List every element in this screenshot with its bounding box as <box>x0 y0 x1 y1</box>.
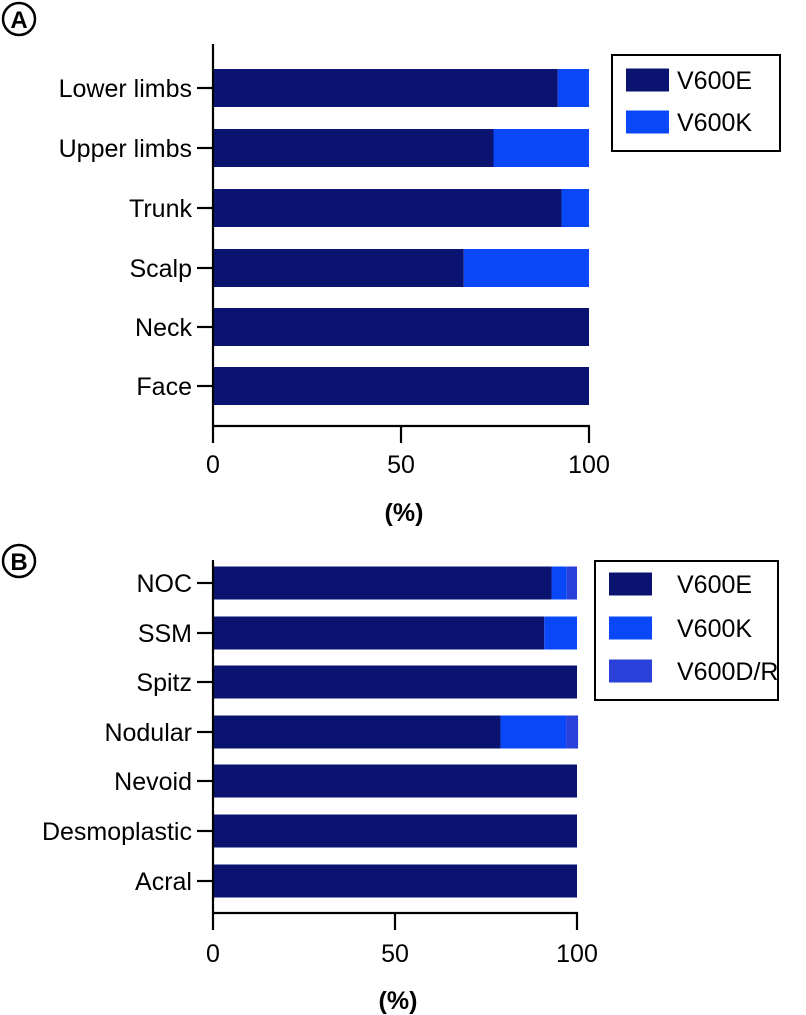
panel-a-bars <box>213 69 589 405</box>
bar-noc-v600k <box>551 566 567 600</box>
y-tick-label-neck: Neck <box>135 314 192 342</box>
panel-a-legend: V600E V600K <box>611 54 781 152</box>
panel-b-badge <box>1 543 37 579</box>
panel-a: A Lower limbs Upper limbs Trunk Scalp Neck Fa… <box>1 1 781 527</box>
y-tick-label-ssm: SSM <box>138 620 192 648</box>
y-tick-label-upper-limbs: Upper limbs <box>59 135 192 163</box>
bar-trunk-v600e <box>213 189 562 227</box>
legend-label-v600k: V600K <box>677 615 752 643</box>
panel-b-bars <box>213 566 579 898</box>
y-tick-label-trunk: Trunk <box>129 195 192 223</box>
panel-b-label: B <box>1 543 37 579</box>
panel-a-label: A <box>1 1 37 37</box>
panel-b-x-axis-title: (%) <box>379 987 418 1015</box>
bar-nodular-v600d-r <box>566 715 579 749</box>
bar-desmoplastic-v600e <box>213 814 577 848</box>
panel-a-badge <box>1 1 37 37</box>
y-tick-label-nevoid: Nevoid <box>114 768 192 796</box>
legend-swatch-v600e <box>609 572 652 596</box>
x-tick-label-50: 50 <box>387 451 415 479</box>
x-tick-label-0: 0 <box>206 940 220 968</box>
bar-spitz-v600e <box>213 665 577 699</box>
legend-label-v600e: V600E <box>677 571 752 599</box>
x-tick-label-100: 100 <box>568 451 610 479</box>
bar-noc-v600d-r <box>566 566 577 600</box>
bar-scalp-v600e <box>213 249 464 287</box>
bar-ssm-v600k <box>544 616 577 650</box>
legend-label-v600d-r: V600D/R <box>677 658 778 686</box>
bar-noc-v600e <box>213 566 552 600</box>
legend-swatch-v600e <box>626 68 669 92</box>
bar-upper-limbs-v600e <box>213 129 494 167</box>
bar-face-v600e <box>213 367 589 405</box>
panel-a-axes: Lower limbs Upper limbs Trunk Scalp Neck Face… <box>59 44 610 479</box>
panel-b-letter: B <box>10 549 27 576</box>
bar-ssm-v600e <box>213 616 545 650</box>
legend-swatch-v600d-r <box>609 659 652 683</box>
panel-a-letter: A <box>10 7 27 34</box>
x-tick-label-50: 50 <box>381 940 409 968</box>
y-tick-label-nodular: Nodular <box>104 719 192 747</box>
bar-nodular-v600e <box>213 715 501 749</box>
legend-label-v600k: V600K <box>677 109 752 137</box>
panel-b-axes: NOC SSM Spitz Nodular Nevoid Desmoplastic Acra… <box>42 560 598 968</box>
bar-acral-v600e <box>213 864 577 898</box>
bar-nevoid-v600e <box>213 764 577 798</box>
bar-trunk-v600k <box>561 189 589 227</box>
bar-nodular-v600k <box>500 715 567 749</box>
y-tick-label-noc: NOC <box>136 570 192 598</box>
y-tick-label-face: Face <box>136 373 192 401</box>
y-tick-label-lower-limbs: Lower limbs <box>59 75 192 103</box>
bar-neck-v600e <box>213 308 589 346</box>
bar-lower-limbs-v600e <box>213 69 558 107</box>
x-tick-label-0: 0 <box>206 451 220 479</box>
bar-upper-limbs-v600k <box>493 129 589 167</box>
y-tick-label-desmoplastic: Desmoplastic <box>42 818 192 846</box>
panel-a-x-axis-title: (%) <box>385 499 424 527</box>
legend-swatch-v600k <box>609 616 652 640</box>
x-tick-label-100: 100 <box>556 940 598 968</box>
legend-swatch-v600k <box>626 110 669 134</box>
y-tick-label-acral: Acral <box>135 868 192 896</box>
y-tick-label-spitz: Spitz <box>136 669 192 697</box>
legend-label-v600e: V600E <box>677 67 752 95</box>
panel-b-legend: V600E V600K V600D/R <box>594 560 779 701</box>
bar-scalp-v600k <box>463 249 589 287</box>
y-tick-label-scalp: Scalp <box>129 255 192 283</box>
bar-lower-limbs-v600k <box>557 69 589 107</box>
panel-b: B NOC SSM Spitz Nodular Nevoid Desmoplastic Ac… <box>1 543 779 1015</box>
